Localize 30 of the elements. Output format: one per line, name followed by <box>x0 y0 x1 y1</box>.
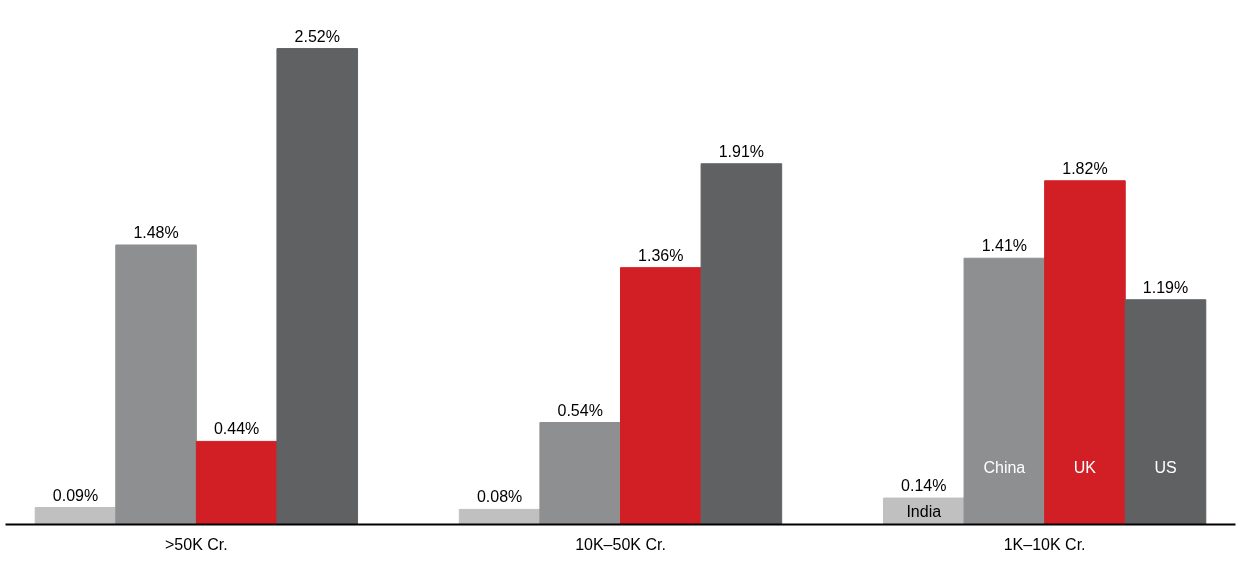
bar <box>115 244 197 525</box>
x-tick-label: 1K–10K Cr. <box>1003 535 1086 553</box>
data-label: 1.19% <box>1142 278 1189 296</box>
series-label: India <box>906 502 942 520</box>
data-label: 0.09% <box>52 486 99 504</box>
bar <box>963 257 1046 525</box>
x-tick-label: 10K–50K Cr. <box>575 535 666 553</box>
bar <box>539 422 621 525</box>
data-label: 1.91% <box>718 142 765 160</box>
data-label: 0.54% <box>557 401 603 419</box>
bar <box>458 508 541 525</box>
bar <box>276 48 359 525</box>
series-label: UK <box>1073 459 1097 477</box>
data-label: 1.82% <box>1062 159 1108 177</box>
bar <box>620 267 702 525</box>
x-tick-label: >50K Cr. <box>165 535 228 553</box>
data-label: 0.14% <box>901 477 947 495</box>
data-label: 1.36% <box>638 246 684 264</box>
series-label: China <box>983 459 1026 477</box>
bar <box>1044 180 1126 525</box>
bar <box>1124 299 1207 525</box>
data-label: 2.52% <box>294 27 340 45</box>
series-label: US <box>1154 459 1177 477</box>
data-label: 1.48% <box>133 223 179 241</box>
bar <box>34 507 117 525</box>
data-label: 0.08% <box>476 488 523 506</box>
bar <box>195 440 278 525</box>
data-label: 0.44% <box>213 420 260 438</box>
bar <box>700 163 783 525</box>
data-label: 1.41% <box>981 237 1028 255</box>
